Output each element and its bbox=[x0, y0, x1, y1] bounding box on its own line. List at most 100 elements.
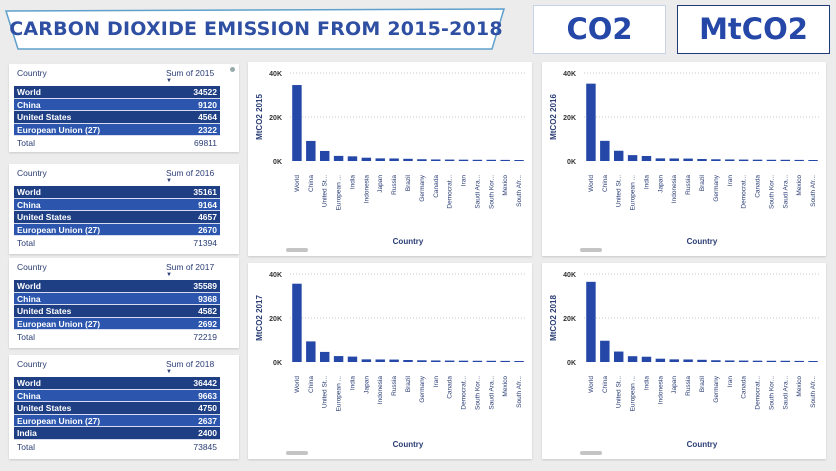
bar[interactable] bbox=[613, 351, 624, 362]
bar[interactable] bbox=[431, 159, 441, 161]
bar[interactable] bbox=[417, 159, 427, 161]
bar[interactable] bbox=[725, 159, 735, 161]
bar[interactable] bbox=[375, 158, 385, 161]
bar[interactable] bbox=[458, 360, 469, 362]
bar[interactable] bbox=[766, 159, 777, 161]
column-header-country[interactable]: Country bbox=[17, 262, 47, 272]
column-header-sum[interactable]: Sum of 2017 bbox=[166, 262, 215, 272]
bar[interactable] bbox=[766, 360, 777, 362]
bar[interactable] bbox=[794, 360, 804, 362]
bar[interactable] bbox=[333, 356, 344, 362]
bar[interactable] bbox=[319, 351, 330, 362]
bar[interactable] bbox=[319, 150, 330, 161]
bar[interactable] bbox=[780, 360, 791, 362]
bar[interactable] bbox=[669, 158, 679, 161]
table-row[interactable]: China 9120 bbox=[14, 98, 220, 111]
bar[interactable] bbox=[752, 360, 763, 362]
bar[interactable] bbox=[347, 356, 358, 362]
bar-chart-2017[interactable]: 0K 20K 40K MtCO2 2017 World China United St...… bbox=[248, 263, 532, 459]
scrollbar-thumb[interactable] bbox=[286, 248, 308, 252]
bar-chart-2015[interactable]: 0K 20K 40K MtCO2 2015 World China United St...… bbox=[248, 62, 532, 256]
table-row[interactable]: China 9164 bbox=[14, 198, 220, 211]
bar[interactable] bbox=[403, 158, 413, 161]
bar[interactable] bbox=[472, 159, 483, 161]
column-header-country[interactable]: Country bbox=[17, 359, 47, 369]
more-options-icon[interactable] bbox=[230, 67, 235, 72]
table-row[interactable]: United States 4657 bbox=[14, 211, 220, 224]
bar[interactable] bbox=[292, 85, 302, 161]
bar[interactable] bbox=[306, 140, 316, 161]
sort-desc-icon[interactable]: ▼ bbox=[166, 78, 172, 84]
bar[interactable] bbox=[389, 359, 399, 362]
bar[interactable] bbox=[669, 359, 679, 362]
bar[interactable] bbox=[403, 360, 413, 362]
table-row[interactable]: United States 4582 bbox=[14, 305, 220, 318]
column-header-sum[interactable]: Sum of 2018 bbox=[166, 359, 215, 369]
column-header-sum[interactable]: Sum of 2016 bbox=[166, 168, 215, 178]
table-row[interactable]: European Union (27) 2637 bbox=[14, 414, 220, 427]
bar[interactable] bbox=[600, 140, 610, 161]
column-header-country[interactable]: Country bbox=[17, 168, 47, 178]
sort-desc-icon[interactable]: ▼ bbox=[166, 369, 172, 375]
chart-2016-card[interactable]: 0K 20K 40K MtCO2 2016 World China United St...… bbox=[542, 62, 826, 256]
table-2016[interactable]: Country Sum of 2016 ▼ World 35161 China 91… bbox=[9, 164, 239, 254]
bar[interactable] bbox=[655, 158, 666, 161]
bar[interactable] bbox=[808, 361, 818, 362]
bar[interactable] bbox=[444, 159, 455, 161]
bar[interactable] bbox=[306, 341, 316, 362]
bar[interactable] bbox=[431, 360, 441, 362]
bar[interactable] bbox=[780, 159, 791, 161]
bar[interactable] bbox=[808, 160, 818, 161]
bar[interactable] bbox=[641, 356, 652, 362]
table-2017[interactable]: Country Sum of 2017 ▼ World 35589 China 93… bbox=[9, 258, 239, 348]
bar[interactable] bbox=[752, 159, 763, 161]
bar[interactable] bbox=[655, 358, 666, 362]
sort-desc-icon[interactable]: ▼ bbox=[166, 178, 172, 184]
table-row[interactable]: World 35161 bbox=[14, 186, 220, 199]
bar[interactable] bbox=[794, 159, 804, 161]
bar[interactable] bbox=[697, 359, 707, 362]
sort-desc-icon[interactable]: ▼ bbox=[166, 272, 172, 278]
bar[interactable] bbox=[389, 158, 399, 161]
bar[interactable] bbox=[738, 159, 749, 161]
bar-chart-2018[interactable]: 0K 20K 40K MtCO2 2018 World China United St...… bbox=[542, 263, 826, 459]
bar[interactable] bbox=[711, 159, 721, 161]
table-row[interactable]: World 36442 bbox=[14, 377, 220, 390]
bar[interactable] bbox=[725, 360, 735, 362]
bar[interactable] bbox=[472, 360, 483, 362]
bar[interactable] bbox=[697, 159, 707, 161]
column-header-sum[interactable]: Sum of 2015 bbox=[166, 68, 215, 78]
bar[interactable] bbox=[417, 360, 427, 362]
bar[interactable] bbox=[361, 359, 372, 362]
bar[interactable] bbox=[514, 160, 524, 161]
bar[interactable] bbox=[486, 159, 497, 161]
bar[interactable] bbox=[514, 361, 524, 362]
scrollbar-thumb[interactable] bbox=[580, 248, 602, 252]
table-2018[interactable]: Country Sum of 2018 ▼ World 36442 China 96… bbox=[9, 355, 239, 459]
bar[interactable] bbox=[444, 360, 455, 362]
bar[interactable] bbox=[375, 359, 385, 362]
table-row[interactable]: World 35589 bbox=[14, 280, 220, 293]
bar[interactable] bbox=[292, 283, 302, 362]
bar[interactable] bbox=[586, 281, 596, 362]
scrollbar-thumb[interactable] bbox=[580, 451, 602, 455]
table-row[interactable]: China 9663 bbox=[14, 389, 220, 402]
bar-chart-2016[interactable]: 0K 20K 40K MtCO2 2016 World China United St...… bbox=[542, 62, 826, 256]
table-row[interactable]: United States 4564 bbox=[14, 111, 220, 124]
bar[interactable] bbox=[500, 159, 510, 161]
chart-2015-card[interactable]: 0K 20K 40K MtCO2 2015 World China United St...… bbox=[248, 62, 532, 256]
chart-2017-card[interactable]: 0K 20K 40K MtCO2 2017 World China United St...… bbox=[248, 263, 532, 459]
bar[interactable] bbox=[627, 356, 638, 362]
bar[interactable] bbox=[486, 360, 497, 362]
table-row[interactable]: India 2400 bbox=[14, 427, 220, 440]
bar[interactable] bbox=[347, 156, 358, 161]
table-row[interactable]: European Union (27) 2670 bbox=[14, 223, 220, 236]
bar[interactable] bbox=[627, 155, 638, 161]
bar[interactable] bbox=[641, 155, 652, 161]
table-2015[interactable]: Country Sum of 2015 ▼ World 34522 China 91… bbox=[9, 64, 239, 152]
bar[interactable] bbox=[600, 340, 610, 362]
bar[interactable] bbox=[683, 359, 693, 362]
bar[interactable] bbox=[683, 158, 693, 161]
bar[interactable] bbox=[586, 83, 596, 161]
bar[interactable] bbox=[333, 155, 344, 161]
